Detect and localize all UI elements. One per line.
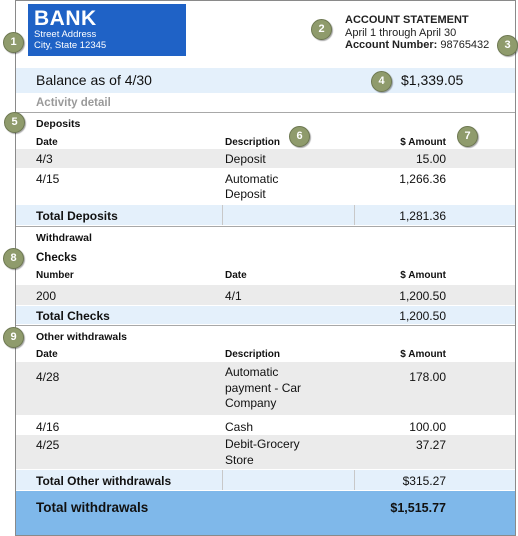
callout-badge-3: 3 [497, 35, 518, 56]
other-amount-header: $ Amount [400, 349, 446, 360]
callout-badge-7: 7 [457, 126, 478, 147]
other-description: Automatic payment - Car Company [225, 365, 302, 410]
activity-detail-label: Activity detail [36, 97, 111, 109]
checks-total-label: Total Checks [36, 309, 110, 323]
other-amount: 100.00 [409, 420, 446, 434]
other-total-label: Total Other withdrawals [36, 474, 172, 488]
table-row [16, 285, 515, 305]
bank-city: City, State 12345 [34, 40, 107, 51]
balance-band [16, 68, 515, 93]
balance-label: Balance as of 4/30 [36, 72, 152, 88]
total-withdrawals-band [16, 491, 515, 535]
other-date-header: Date [36, 349, 58, 360]
other-description: Cash [225, 420, 254, 434]
statement-info: ACCOUNT STATEMENT April 1 through April … [345, 14, 489, 52]
divider [354, 470, 355, 490]
account-number-label: Account Number: [345, 39, 438, 51]
total-withdrawals-label: Total withdrawals [36, 500, 149, 515]
deposit-description: Deposit [225, 152, 266, 166]
bank-logo: BANK Street Address City, State 12345 [28, 4, 186, 56]
deposits-title: Deposits [36, 118, 81, 130]
callout-badge-2: 2 [311, 19, 332, 40]
callout-badge-9: 9 [3, 327, 24, 348]
bank-street: Street Address [34, 29, 97, 40]
table-row [16, 149, 515, 168]
deposits-description-header: Description [225, 137, 281, 148]
table-row [16, 435, 515, 469]
other-date: 4/16 [36, 420, 60, 434]
divider [16, 325, 515, 326]
other-amount: 178.00 [409, 370, 446, 384]
other-total-band [16, 470, 515, 490]
bank-name: BANK [34, 7, 97, 30]
deposit-date: 4/3 [36, 152, 53, 166]
balance-value: $1,339.05 [401, 72, 464, 88]
other-amount: 37.27 [415, 438, 446, 452]
account-number: 98765432 [440, 39, 490, 51]
check-number: 200 [36, 289, 57, 303]
other-total: $315.27 [402, 474, 446, 488]
deposit-amount: 15.00 [415, 152, 446, 166]
checks-amount-header: $ Amount [400, 270, 446, 281]
deposit-date: 4/15 [36, 172, 60, 186]
check-date: 4/1 [225, 289, 242, 303]
divider [16, 226, 515, 227]
deposits-date-header: Date [36, 137, 58, 148]
divider [222, 470, 223, 490]
deposits-total-band [16, 205, 515, 225]
other-description-header: Description [225, 349, 281, 360]
other-date: 4/28 [36, 370, 60, 384]
divider [16, 112, 515, 113]
deposit-amount: 1,266.36 [399, 172, 446, 186]
deposits-total-label: Total Deposits [36, 209, 118, 223]
other-date: 4/25 [36, 438, 60, 452]
callout-badge-8: 8 [3, 248, 24, 269]
checks-total: 1,200.50 [399, 309, 446, 323]
total-withdrawals-value: $1,515.77 [390, 501, 446, 515]
other-withdrawals-title: Other withdrawals [36, 331, 128, 343]
withdrawal-title: Withdrawal [36, 232, 92, 244]
divider [354, 205, 355, 225]
checks-title: Checks [36, 252, 77, 264]
checks-date-header: Date [225, 270, 247, 281]
table-row [16, 362, 515, 415]
deposits-amount-header: $ Amount [400, 137, 446, 148]
checks-total-band [16, 306, 515, 324]
divider [222, 205, 223, 225]
deposits-total: 1,281.36 [399, 209, 446, 223]
statement-period: April 1 through April 30 [345, 26, 457, 39]
deposit-description: Automatic Deposit [225, 172, 279, 201]
callout-badge-1: 1 [3, 32, 24, 53]
callout-badge-4: 4 [371, 71, 392, 92]
other-description: Debit-Grocery Store [225, 437, 300, 467]
statement-title: ACCOUNT STATEMENT [345, 14, 469, 26]
callout-badge-6: 6 [289, 126, 310, 147]
callout-badge-5: 5 [4, 112, 25, 133]
check-amount: 1,200.50 [399, 289, 446, 303]
checks-number-header: Number [36, 270, 74, 281]
account-number-line: Account Number: 98765432 [345, 39, 489, 52]
